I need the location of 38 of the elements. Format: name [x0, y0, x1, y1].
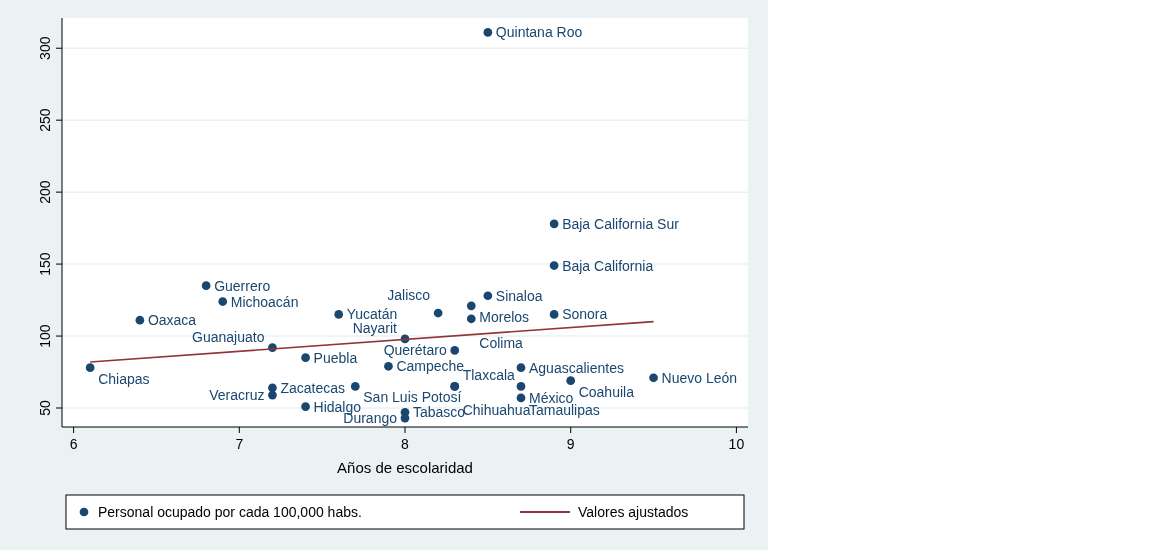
- data-label: Campeche: [396, 358, 465, 375]
- data-label: Chiapas: [98, 370, 150, 387]
- data-label: Michoacán: [230, 293, 299, 310]
- legend-label: Valores ajustados: [578, 504, 689, 520]
- y-tick-label: 100: [37, 324, 53, 348]
- x-tick-label: 8: [401, 436, 410, 452]
- data-label: Aguascalientes: [528, 359, 624, 376]
- data-label: Zacatecas: [280, 379, 346, 396]
- data-label: Oaxaca: [147, 312, 197, 329]
- data-label: Sonora: [562, 306, 608, 323]
- data-label: Coahuila: [578, 383, 635, 400]
- x-axis-title: Años de escolaridad: [337, 459, 473, 476]
- y-tick-label: 250: [37, 108, 53, 132]
- data-label: Guanajuato: [192, 328, 265, 345]
- data-label: Veracruz: [209, 387, 265, 404]
- data-label: Baja California: [562, 257, 654, 274]
- data-label: Jalisco: [387, 287, 431, 304]
- data-label: Puebla: [313, 349, 358, 366]
- x-tick-label: 9: [566, 436, 575, 452]
- legend-label: Personal ocupado por cada 100,000 habs.: [98, 504, 362, 520]
- data-label: Sinaloa: [495, 287, 543, 304]
- data-label: Nuevo León: [661, 369, 738, 386]
- y-tick-label: 150: [37, 252, 53, 276]
- y-tick-label: 300: [37, 36, 53, 60]
- data-label: Tlaxcala: [462, 367, 516, 384]
- data-label: San Luis Potosí: [363, 389, 462, 406]
- x-tick-label: 7: [235, 436, 244, 452]
- y-tick-label: 50: [37, 400, 53, 416]
- data-label: Baja California Sur: [562, 215, 680, 232]
- x-tick-label: 10: [728, 436, 745, 452]
- data-label: Colima: [479, 334, 524, 351]
- data-label: Quintana Roo: [495, 24, 583, 41]
- y-tick-label: 200: [37, 180, 53, 204]
- x-tick-label: 6: [69, 436, 78, 452]
- data-label: Morelos: [479, 308, 530, 325]
- data-label: Guerrero: [214, 277, 271, 294]
- data-label: Querétaro: [383, 342, 447, 359]
- data-label: Tamaulipas: [528, 402, 600, 419]
